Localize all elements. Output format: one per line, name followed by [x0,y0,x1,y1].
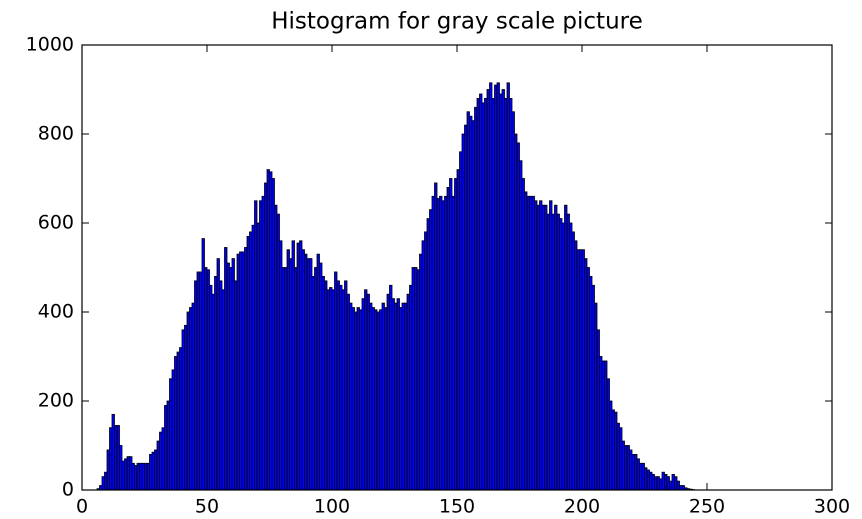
y-tick-label: 600 [38,212,74,234]
y-tick-label: 0 [62,479,74,501]
x-tick-label: 0 [76,496,88,518]
y-tick-label: 200 [38,390,74,412]
x-tick-label: 200 [564,496,600,518]
x-tick-label: 150 [439,496,475,518]
x-tick-label: 50 [195,496,219,518]
chart-title: Histogram for gray scale picture [271,9,643,35]
x-tick-label: 100 [314,496,350,518]
x-tick-label: 250 [689,496,725,518]
y-tick-label: 400 [38,301,74,323]
y-tick-label: 800 [38,123,74,145]
x-tick-label: 300 [814,496,850,518]
y-tick-label: 1000 [26,34,74,56]
